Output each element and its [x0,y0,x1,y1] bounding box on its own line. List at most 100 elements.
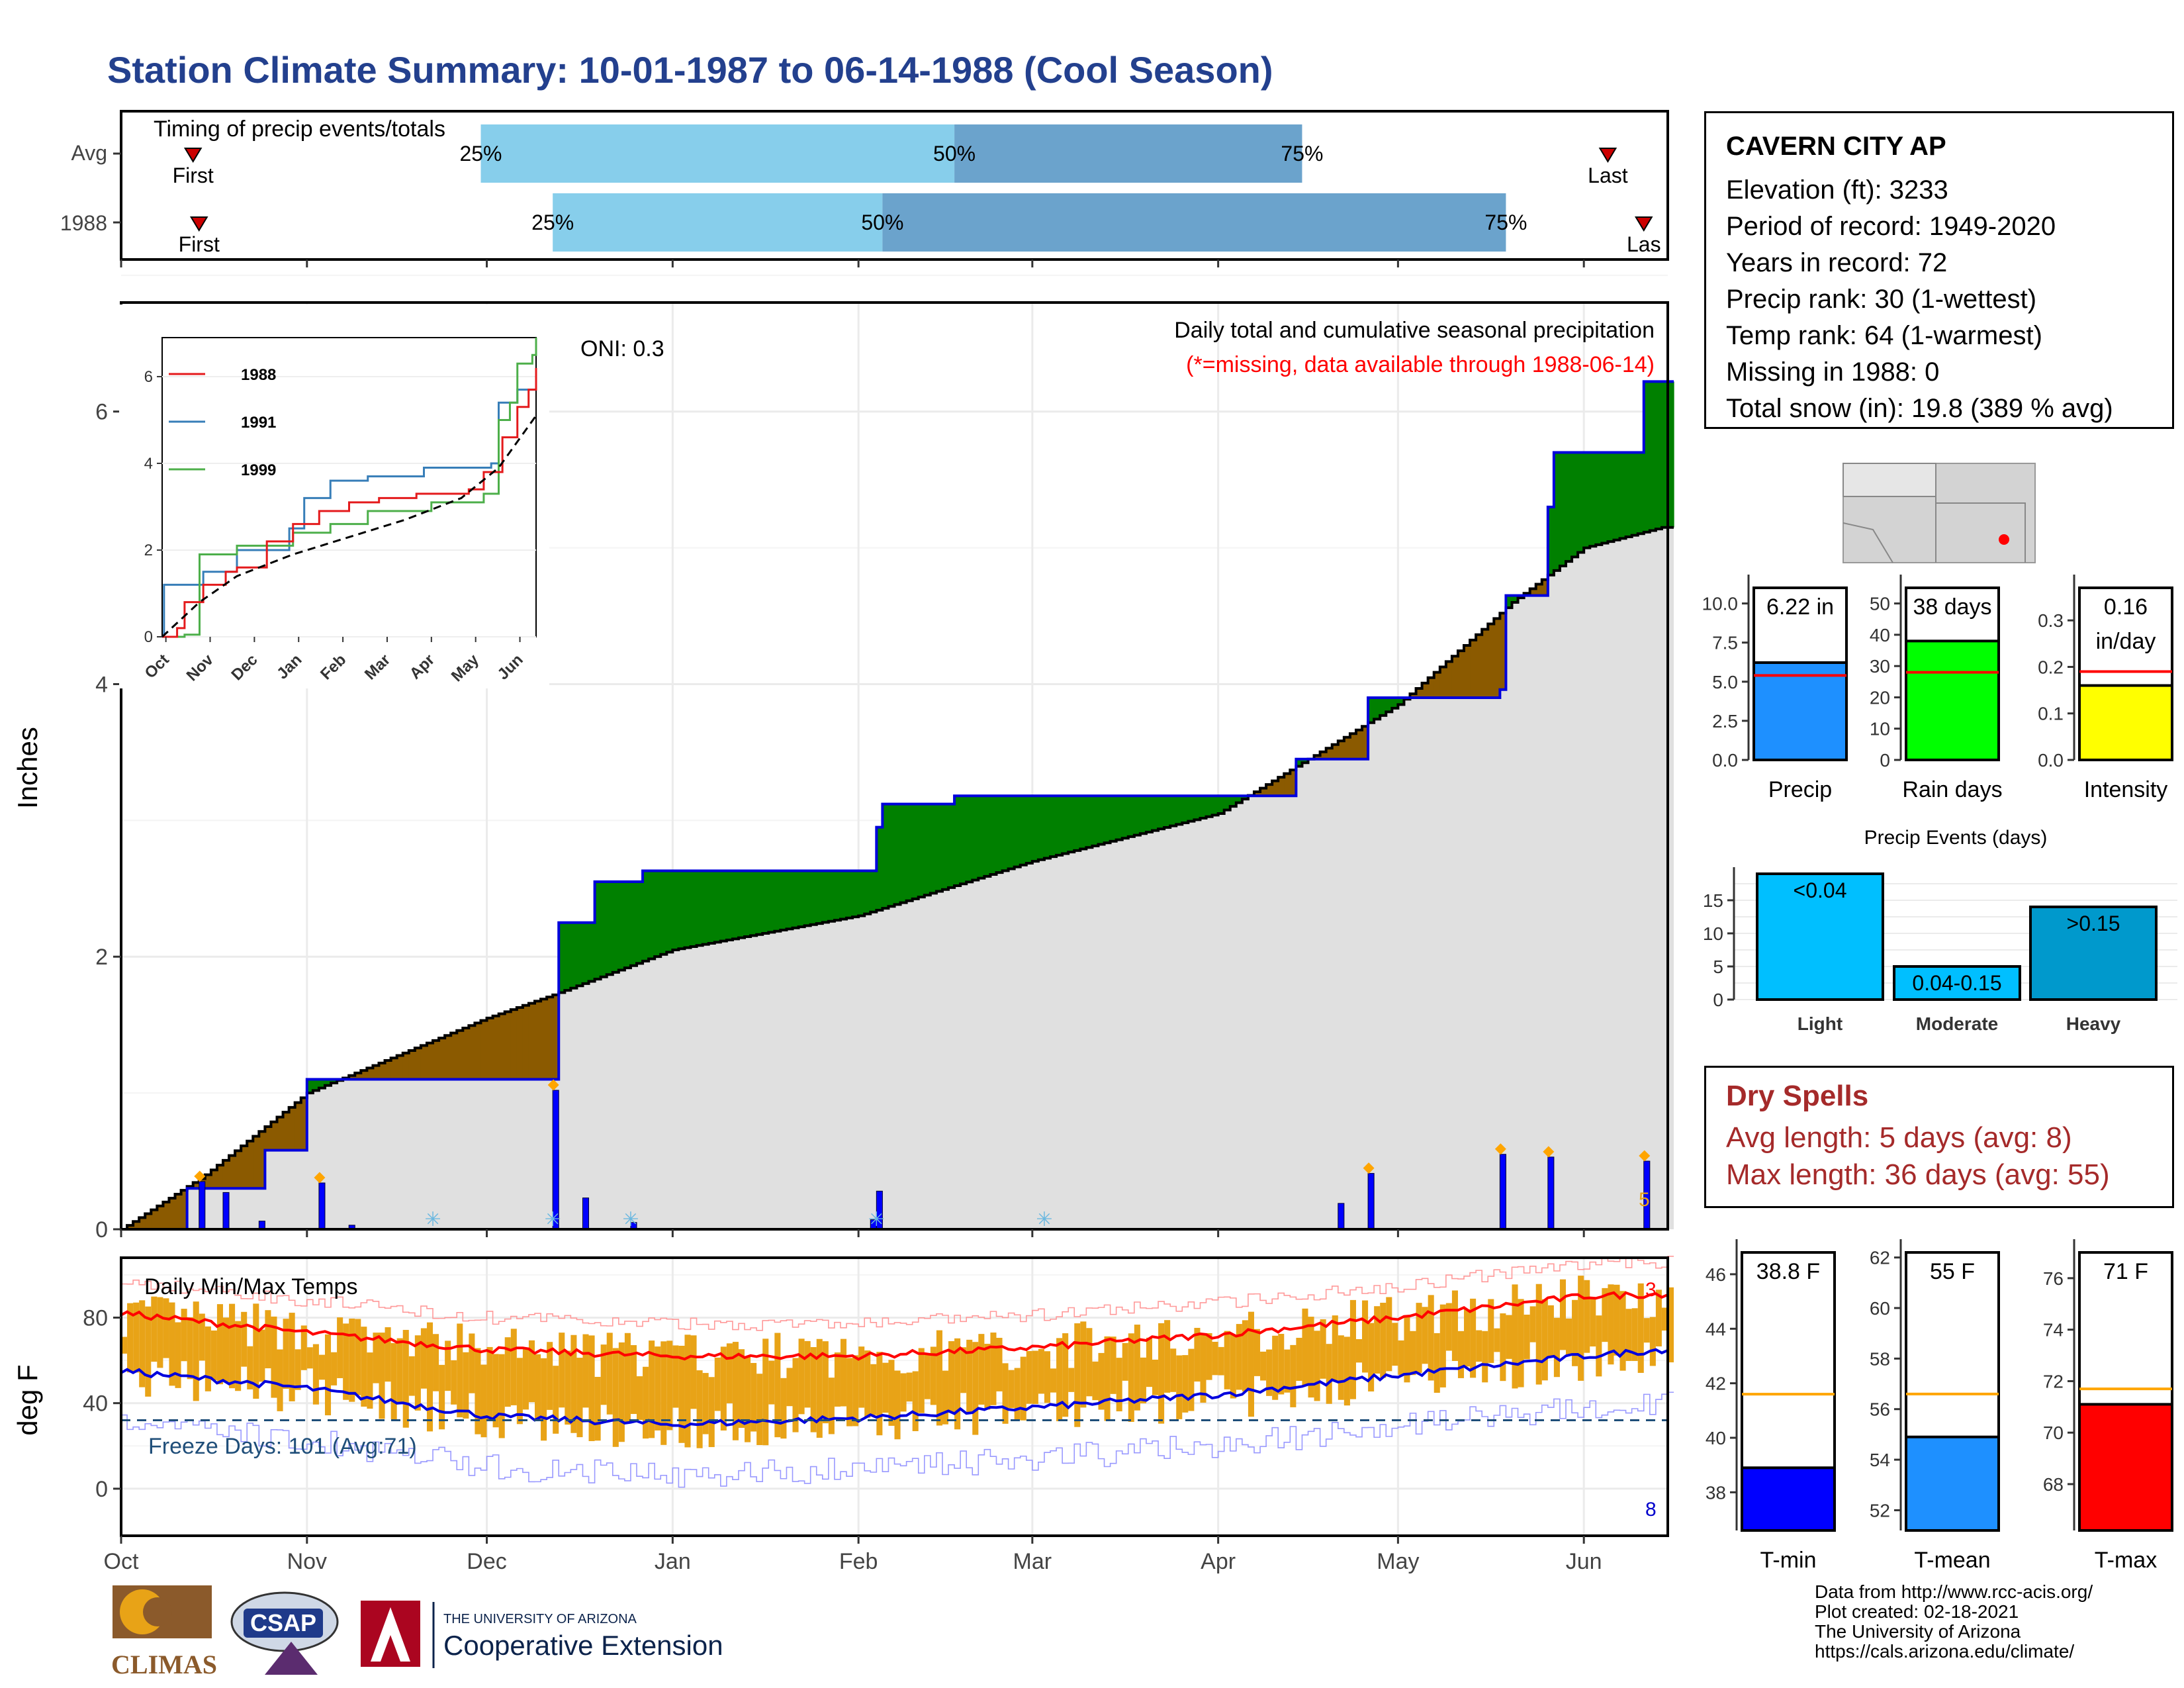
deficit-area [1541,579,1549,596]
daily-temp-bar [1272,1335,1279,1400]
daily-temp-bar [1422,1307,1428,1364]
timing-bar-q1-q2 [553,193,883,252]
daily-temp-bar [181,1309,187,1362]
station-name: CAVERN CITY AP [1726,132,1946,161]
daily-temp-bar [337,1317,343,1378]
surplus-area [942,804,949,890]
surplus-area [810,870,817,925]
daily-temp-bar [900,1373,907,1412]
surplus-area [846,870,853,918]
deficit-area [127,1225,134,1229]
daily-temp-bar [906,1372,913,1402]
events-ytick-label: 0 [1713,990,1723,1010]
daily-temp-bar [1068,1368,1075,1392]
daily-temp-bar [379,1333,385,1419]
surplus-area [1164,796,1171,827]
daily-temp-bar [1608,1284,1614,1365]
daily-temp-bar [295,1349,301,1390]
daily-temp-bar [510,1329,517,1405]
daily-temp-bar [1230,1334,1236,1399]
surplus-area [678,870,686,949]
deficit-area [1253,792,1261,796]
daily-temp-bar [726,1343,733,1403]
daily-temp-bar [1200,1333,1206,1403]
daily-temp-bar [1164,1320,1171,1393]
surplus-area [702,870,709,945]
surplus-area [1230,796,1237,807]
surplus-area [1553,452,1561,571]
surplus-area [1578,452,1584,553]
daily-temp-bar [942,1370,949,1425]
month-label: Jun [1566,1549,1602,1574]
daily-temp-bar [1416,1303,1422,1374]
daily-temp-bar [1326,1344,1332,1404]
csap-logo: CSAP [230,1591,339,1675]
daily-temp-bar [774,1333,781,1438]
last-marker-icon [1635,216,1653,232]
daily-temp-bar [1314,1331,1320,1401]
surplus-area [816,870,823,924]
surplus-area [588,922,596,982]
deficit-area [385,1060,392,1080]
daily-temp-bar [324,1334,332,1416]
daily-temp-bar [618,1342,625,1442]
daily-temp-bar [594,1376,601,1441]
daily-temp-bar [408,1356,415,1396]
deficit-area [445,1035,451,1080]
daily-temp-bar [1661,1307,1668,1331]
daily-temp-bar [684,1335,691,1448]
daily-temp-bar [1026,1350,1032,1404]
surplus-area [1296,759,1303,767]
summary-1-ytick-label: 10 [1870,719,1890,739]
deficit-area [402,1053,410,1080]
surplus-area [1206,796,1213,817]
heavy-event-marker-icon [1639,1150,1651,1162]
deficit-area [1320,751,1327,759]
deficit-area [175,1194,182,1229]
deficit-area [1278,777,1285,796]
surplus-area [936,804,943,892]
deficit-area [361,1070,367,1080]
daily-temp-bar [834,1352,841,1407]
daily-temp-bar [390,1342,397,1419]
daily-temp-bar [1020,1356,1026,1421]
daily-temp-bar [1404,1317,1410,1383]
surplus-area [649,870,655,959]
surplus-area [1176,796,1183,825]
ua-logo-big: Cooperative Extension [443,1630,723,1661]
events-xlabel: Light [1797,1013,1843,1034]
daily-temp-bar [1559,1279,1567,1350]
surplus-area [1194,796,1201,820]
deficit-area [439,1038,445,1080]
surplus-area [864,870,871,914]
daily-temp-bar [486,1346,493,1420]
deficit-area [1314,755,1321,759]
daily-temp-bar [936,1330,942,1426]
daily-temp-bar [271,1316,277,1398]
daily-temp-bar [229,1303,236,1389]
deficit-area [528,1003,535,1080]
daily-temp-bar [570,1335,577,1433]
daily-temp-bar [1445,1303,1452,1351]
surplus-area [720,870,727,941]
deficit-area [1326,748,1333,759]
daily-temp-bar [1410,1331,1416,1376]
daily-temp-bar [121,1336,128,1354]
daily-temp-bar [1098,1352,1105,1410]
daily-temp-bar [1619,1291,1626,1371]
daily-temp-bar [828,1378,835,1434]
deficit-area [1272,780,1279,796]
timing-bar-q2-q3 [882,193,1506,252]
daily-temp-bar [1152,1359,1159,1395]
surplus-area [559,922,565,993]
deficit-area [1476,634,1482,698]
temp-summary-0-xlabel: T-min [1760,1548,1817,1573]
deficit-area [247,1141,253,1189]
deficit-area [271,1121,278,1150]
daily-temp-bar [1349,1299,1356,1399]
surplus-area [1625,452,1633,537]
surplus-area [1584,452,1590,548]
daily-temp-bar [235,1321,242,1391]
daily-temp-bar [1338,1335,1344,1400]
daily-temp-bar [349,1318,355,1402]
